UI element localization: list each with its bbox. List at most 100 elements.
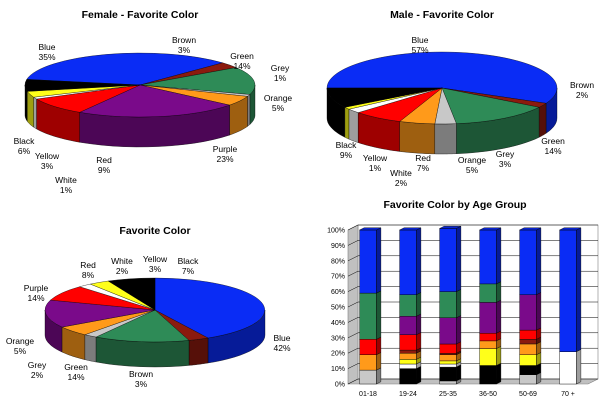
chart2-label-red-name: Red: [415, 153, 431, 163]
chart4-bar-top-50-69: [519, 227, 541, 231]
chart4-y-tick-label: 50%: [331, 305, 345, 312]
chart4-y-tick-label: 10%: [331, 366, 345, 373]
chart2-label-green-name: Green: [541, 136, 565, 146]
chart4-bar-side-01-18-red: [376, 336, 382, 356]
chart1-labels: Blue 35% Brown 3% Green 14% Grey 1% Oran…: [14, 35, 293, 195]
chart1-label-green-name: Green: [230, 51, 254, 61]
chart4-bar-top-25-35: [439, 226, 461, 229]
chart1-label-brown-name: Brown: [172, 35, 196, 45]
chart4-bar-top-70-: [559, 227, 581, 231]
chart4-bar-50-69-orange: [519, 343, 537, 356]
chart2-label-grey-name: Grey: [496, 149, 515, 159]
chart4-gridline: [347, 363, 598, 369]
chart2-label-yellow-value: 1%: [369, 163, 382, 173]
chart4-bar-side-36-50-blue: [496, 227, 502, 285]
chart4-bar-side-50-69-blue: [536, 227, 542, 296]
chart4-bar-19-24-blue: [399, 229, 417, 295]
chart1-label-yellow-name: Yellow: [35, 151, 60, 161]
chart3-side-grey: [84, 334, 97, 363]
chart1-label-brown-value: 3%: [178, 45, 191, 55]
chart1-pie: [24, 52, 256, 148]
chart1-label-blue-name: Blue: [38, 42, 55, 52]
chart3-label-white-name: White: [111, 256, 133, 266]
chart4-bar-36-50-purple: [479, 302, 497, 334]
chart4-plot: 0% 10% 20% 30% 40% 50% 60% 70% 80% 90% 100% 01-18 19…: [327, 224, 599, 398]
chart4-y-tick-label: 90%: [331, 243, 345, 250]
chart1-slice-blue: [26, 52, 224, 86]
chart2-slice-blue: [326, 51, 558, 104]
chart4-bar-25-35-blue: [439, 228, 457, 292]
chart3-label-red-value: 8%: [82, 270, 95, 280]
chart4-bar-side-01-18-orange: [376, 352, 382, 371]
chart1-slice-black: [24, 79, 141, 92]
chart2-label-blue-name: Blue: [411, 35, 428, 45]
chart1-label-red-value: 9%: [98, 165, 111, 175]
chart3-slice-green: [95, 309, 190, 343]
chart4-gridline: [347, 270, 598, 277]
chart4-bar-50-69-black: [519, 365, 537, 375]
chart4-bar-25-35-brown: [439, 353, 457, 355]
chart4-gridline: [347, 255, 598, 262]
chart3-label-yellow-value: 3%: [149, 264, 162, 274]
chart1-label-green-value: 14%: [233, 61, 250, 71]
chart4-y-tick-label: 80%: [331, 258, 345, 265]
chart4-x-tick-label: 19-24: [399, 391, 417, 398]
chart2-pie: [326, 51, 558, 155]
chart4-y-tick-label: 70%: [331, 274, 345, 281]
chart4-bar-36-50-green: [479, 283, 497, 303]
chart4-bar-19-24-green: [399, 294, 417, 317]
chart4-bar-50-69-purple: [519, 294, 537, 331]
chart3-label-purple-name: Purple: [24, 283, 49, 293]
chart4-bar-36-50-yellow: [479, 348, 497, 366]
chart1-label-yellow-value: 3%: [41, 161, 54, 171]
chart3-label-yellow-name: Yellow: [143, 254, 168, 264]
chart3-label-black-value: 7%: [182, 266, 195, 276]
chart4-bar-side-70--blue: [576, 227, 582, 352]
chart1-title: Female - Favorite Color: [82, 9, 199, 21]
chart4-bar-36-50-red: [479, 333, 497, 342]
chart4-gridline: [347, 378, 598, 385]
chart4-bar-side-19-24-red: [416, 332, 422, 351]
chart3-side-brown: [188, 337, 209, 366]
chart4-bar-19-24-black: [399, 368, 417, 385]
chart3-label-brown-name: Brown: [129, 369, 153, 379]
chart2-label-white-name: White: [390, 168, 412, 178]
chart4-bar-side-25-35-black: [456, 364, 462, 382]
chart2-labels: Blue 57% Brown 2% Green 14% Grey 3% Oran…: [336, 35, 595, 188]
chart2-label-grey-value: 3%: [499, 159, 512, 169]
chart4-gridline: [347, 224, 598, 231]
chart4-bar-19-24-red: [399, 334, 417, 351]
chart2-label-green-value: 14%: [544, 146, 561, 156]
chart3-label-orange-value: 5%: [14, 346, 27, 356]
chart4-bar-50-69-red: [519, 329, 537, 340]
chart4-gridline: [347, 332, 598, 339]
chart4-bar-70--blue: [559, 229, 577, 352]
chart4-y-tick-label: 20%: [331, 351, 345, 358]
chart4-bar-side-25-35-green: [456, 289, 462, 319]
chart1-label-purple-value: 23%: [216, 154, 233, 164]
chart4-x-tick-label: 36-50: [479, 391, 497, 398]
chart1-label-blue-value: 35%: [38, 52, 55, 62]
chart3-label-brown-value: 3%: [135, 379, 148, 389]
chart2-slice-green: [441, 87, 540, 124]
chart3-label-green-name: Green: [64, 362, 88, 372]
chart4-bar-19-24-purple: [399, 316, 417, 335]
chart2-label-yellow-name: Yellow: [363, 153, 388, 163]
chart4-bar-50-69-yellow: [519, 354, 537, 366]
chart1-label-red-name: Red: [96, 155, 112, 165]
chart4-bar-side-19-24-black: [416, 366, 422, 385]
chart3-title: Favorite Color: [119, 225, 190, 237]
chart4-x-tick-label: 70 +: [561, 391, 575, 398]
chart1-slice-purple: [79, 84, 231, 118]
chart4-bar-01-18-green: [359, 292, 377, 340]
chart2-label-white-value: 2%: [395, 178, 408, 188]
chart2-slice-black: [326, 87, 443, 108]
chart3-pie: [44, 277, 266, 368]
chart1-label-white-name: White: [55, 175, 77, 185]
chart4-bar-25-35-green: [439, 291, 457, 319]
chart4-bar-50-69-blue: [519, 229, 537, 295]
chart4-bar-top-01-18: [359, 227, 381, 231]
chart3-label-grey-name: Grey: [28, 360, 47, 370]
chart4-bar-19-24-yellow: [399, 359, 417, 365]
chart4-bar-19-24-brown: [399, 349, 417, 354]
